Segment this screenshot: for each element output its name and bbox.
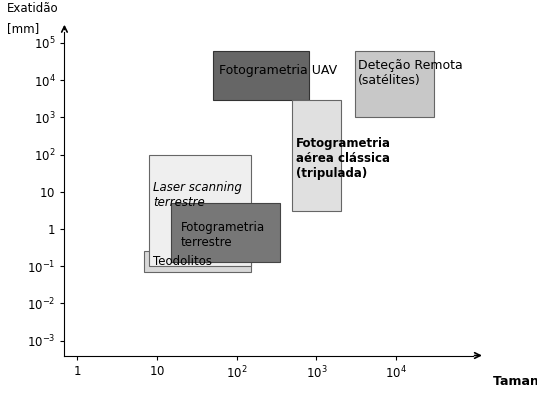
Text: Tamanho do: Tamanho do xyxy=(493,375,537,388)
Text: [mm]: [mm] xyxy=(8,22,40,35)
Text: Exatidão: Exatidão xyxy=(8,2,59,15)
Bar xyxy=(144,251,251,272)
Bar xyxy=(213,51,309,100)
Text: Laser scanning
terrestre: Laser scanning terrestre xyxy=(153,181,242,209)
Text: Teodolitos: Teodolitos xyxy=(153,256,212,269)
Text: Deteção Remota
(satélites): Deteção Remota (satélites) xyxy=(358,60,462,87)
Text: Fotogrametria
aérea clássica
(tripulada): Fotogrametria aérea clássica (tripulada) xyxy=(296,137,391,180)
Bar xyxy=(171,203,280,262)
Bar xyxy=(149,154,251,266)
Text: Fotogrametria
terrestre: Fotogrametria terrestre xyxy=(181,221,265,249)
Text: Fotogrametria UAV: Fotogrametria UAV xyxy=(219,64,337,77)
Bar xyxy=(293,100,340,211)
Bar xyxy=(354,51,434,117)
